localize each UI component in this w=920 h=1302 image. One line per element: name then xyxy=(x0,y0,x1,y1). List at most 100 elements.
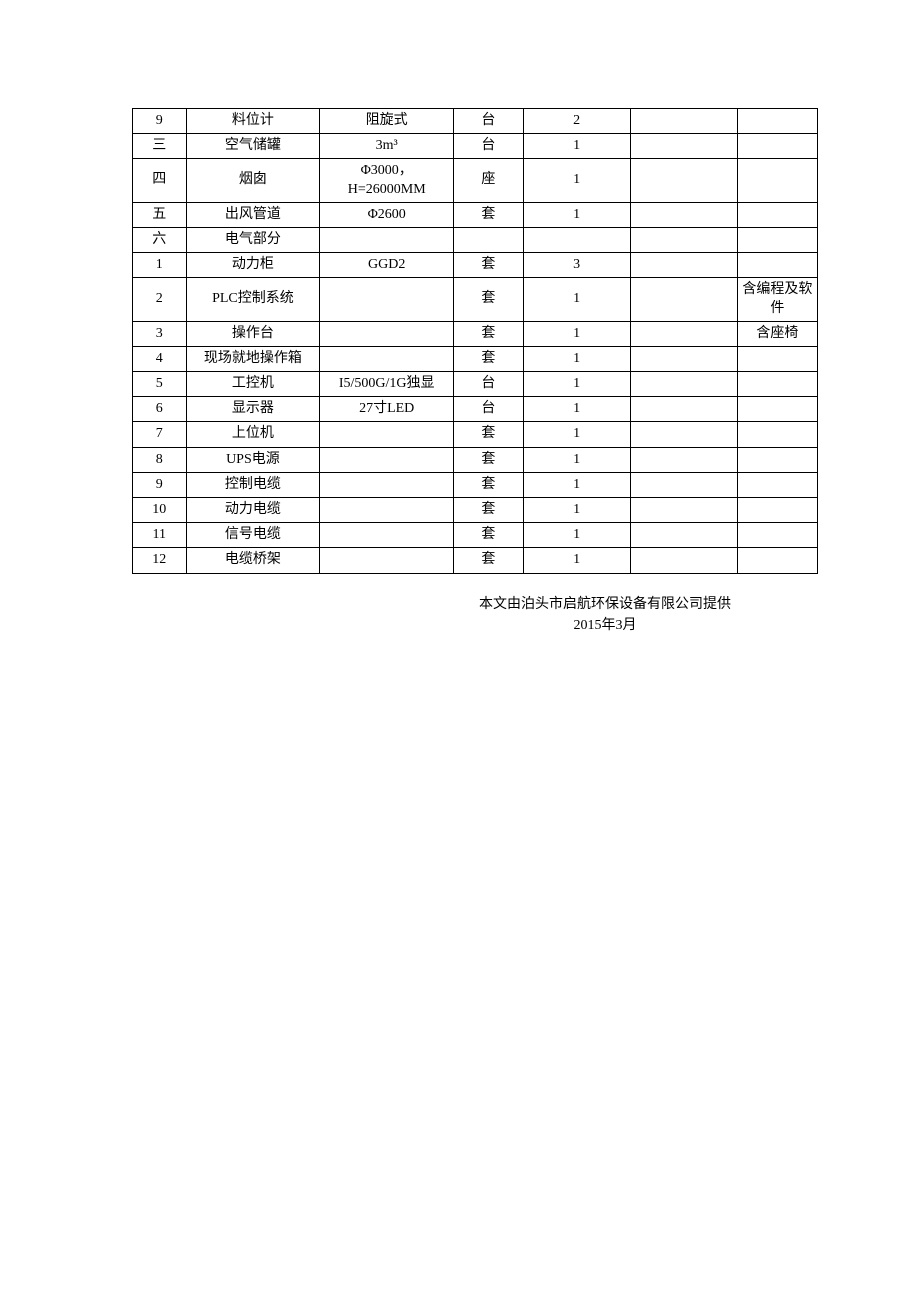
equipment-table-container: 9料位计阻旋式台2三空气储罐3m³台1四烟囱Φ3000，H=26000MM座1五… xyxy=(132,108,818,574)
table-cell: 套 xyxy=(454,278,524,321)
table-cell: PLC控制系统 xyxy=(186,278,320,321)
table-cell: 3 xyxy=(523,253,630,278)
table-row: 四烟囱Φ3000，H=26000MM座1 xyxy=(133,159,818,202)
table-cell: GGD2 xyxy=(320,253,454,278)
table-cell xyxy=(630,159,737,202)
table-cell xyxy=(630,523,737,548)
table-cell: 上位机 xyxy=(186,422,320,447)
table-row: 9控制电缆套1 xyxy=(133,472,818,497)
table-cell xyxy=(630,346,737,371)
table-cell: 1 xyxy=(523,498,630,523)
table-cell: 台 xyxy=(454,109,524,134)
table-cell: 信号电缆 xyxy=(186,523,320,548)
table-cell xyxy=(320,278,454,321)
table-cell: 空气储罐 xyxy=(186,134,320,159)
table-cell: 三 xyxy=(133,134,187,159)
table-cell xyxy=(737,372,817,397)
table-row: 12电缆桥架套1 xyxy=(133,548,818,573)
table-cell: 动力柜 xyxy=(186,253,320,278)
table-cell: 烟囱 xyxy=(186,159,320,202)
table-cell xyxy=(737,523,817,548)
table-cell: 12 xyxy=(133,548,187,573)
table-cell: 10 xyxy=(133,498,187,523)
table-cell: UPS电源 xyxy=(186,447,320,472)
table-cell: 9 xyxy=(133,472,187,497)
table-row: 五出风管道Φ2600套1 xyxy=(133,202,818,227)
table-cell: 套 xyxy=(454,422,524,447)
table-cell: 台 xyxy=(454,134,524,159)
table-cell: 四 xyxy=(133,159,187,202)
table-cell: Φ3000，H=26000MM xyxy=(320,159,454,202)
table-cell: 料位计 xyxy=(186,109,320,134)
table-cell: 1 xyxy=(523,422,630,447)
table-cell: 套 xyxy=(454,472,524,497)
table-cell: 9 xyxy=(133,109,187,134)
table-cell: 1 xyxy=(523,397,630,422)
table-cell: 含编程及软件 xyxy=(737,278,817,321)
table-cell xyxy=(630,472,737,497)
table-cell xyxy=(630,498,737,523)
table-cell xyxy=(630,278,737,321)
table-cell: 1 xyxy=(523,159,630,202)
table-row: 2PLC控制系统 套1 含编程及软件 xyxy=(133,278,818,321)
footer-attribution: 本文由泊头市启航环保设备有限公司提供 2015年3月 xyxy=(132,594,818,636)
table-cell xyxy=(320,523,454,548)
table-cell: 2 xyxy=(133,278,187,321)
table-cell xyxy=(630,227,737,252)
table-cell: 工控机 xyxy=(186,372,320,397)
table-cell: 1 xyxy=(523,278,630,321)
table-cell: 含座椅 xyxy=(737,321,817,346)
table-cell: 3 xyxy=(133,321,187,346)
table-cell xyxy=(737,253,817,278)
table-cell: 五 xyxy=(133,202,187,227)
table-cell xyxy=(737,397,817,422)
table-cell xyxy=(320,498,454,523)
table-cell: 4 xyxy=(133,346,187,371)
equipment-table: 9料位计阻旋式台2三空气储罐3m³台1四烟囱Φ3000，H=26000MM座1五… xyxy=(132,108,818,574)
table-cell: 台 xyxy=(454,397,524,422)
table-cell: 套 xyxy=(454,498,524,523)
footer-date: 2015年3月 xyxy=(392,615,818,636)
table-row: 六电气部分 xyxy=(133,227,818,252)
table-cell xyxy=(737,422,817,447)
table-cell: 出风管道 xyxy=(186,202,320,227)
table-cell xyxy=(737,548,817,573)
table-cell: 1 xyxy=(523,523,630,548)
footer-company: 本文由泊头市启航环保设备有限公司提供 xyxy=(392,594,818,615)
table-cell: 1 xyxy=(523,134,630,159)
table-cell xyxy=(737,346,817,371)
table-cell: I5/500G/1G独显 xyxy=(320,372,454,397)
table-cell xyxy=(630,134,737,159)
table-cell xyxy=(737,109,817,134)
table-cell: 1 xyxy=(523,346,630,371)
table-cell xyxy=(630,253,737,278)
table-row: 6显示器27寸LED台1 xyxy=(133,397,818,422)
table-cell: 套 xyxy=(454,346,524,371)
table-cell xyxy=(630,202,737,227)
table-cell: 1 xyxy=(523,321,630,346)
table-row: 8UPS电源套1 xyxy=(133,447,818,472)
table-cell: 六 xyxy=(133,227,187,252)
table-cell: 套 xyxy=(454,253,524,278)
table-cell: 1 xyxy=(523,447,630,472)
table-cell xyxy=(737,134,817,159)
table-cell xyxy=(454,227,524,252)
table-row: 9料位计阻旋式台2 xyxy=(133,109,818,134)
table-cell: 套 xyxy=(454,321,524,346)
table-cell xyxy=(737,227,817,252)
table-cell: 台 xyxy=(454,372,524,397)
table-cell xyxy=(320,548,454,573)
table-cell xyxy=(630,422,737,447)
table-cell: 1 xyxy=(523,472,630,497)
table-cell xyxy=(523,227,630,252)
table-cell: 操作台 xyxy=(186,321,320,346)
table-cell xyxy=(630,372,737,397)
table-cell: 显示器 xyxy=(186,397,320,422)
table-cell xyxy=(630,548,737,573)
table-cell xyxy=(320,472,454,497)
table-cell xyxy=(630,321,737,346)
table-cell xyxy=(737,447,817,472)
table-row: 1动力柜GGD2套3 xyxy=(133,253,818,278)
table-row: 10动力电缆套1 xyxy=(133,498,818,523)
table-cell: 3m³ xyxy=(320,134,454,159)
